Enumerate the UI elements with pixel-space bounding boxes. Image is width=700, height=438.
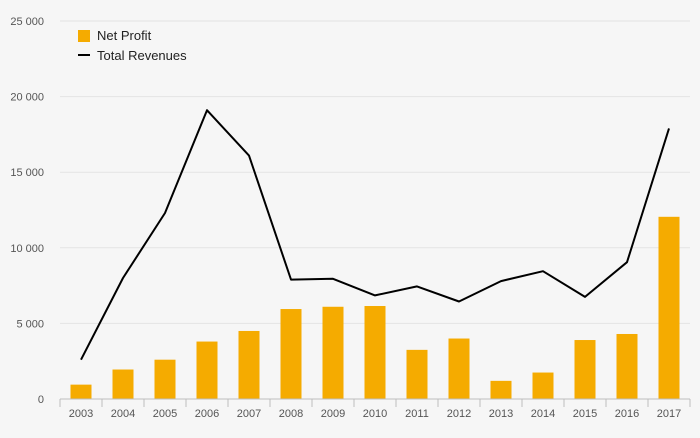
y-tick-label: 15 000 [10,167,44,179]
bar-net-profit [448,338,470,399]
x-tick-label: 2008 [279,408,303,420]
x-tick-label: 2016 [615,408,639,420]
legend-swatch-net-profit [78,30,90,42]
x-axis-ticks: 2003 2004 2005 2006 2007 2008 2009 2010 2011 2012… [69,408,681,420]
bar-net-profit [364,306,386,399]
line-series [80,109,670,361]
y-tick-label: 20 000 [10,92,44,104]
x-tick-label: 2003 [69,408,93,420]
x-tick-label: 2015 [573,408,597,420]
x-tick-label: 2004 [111,408,135,420]
x-tick-label: 2017 [657,408,681,420]
x-tick-label: 2005 [153,408,177,420]
x-axis [59,398,691,407]
bar-net-profit [490,380,512,399]
bar-net-profit [196,341,218,399]
line-total-revenues [80,109,670,361]
bar-net-profit [322,306,344,399]
x-tick-label: 2011 [405,408,429,420]
legend-label-net-profit: Net Profit [97,28,152,43]
bar-net-profit [532,372,554,399]
legend: Net Profit Total Revenues [78,28,187,63]
y-tick-label: 25 000 [10,16,44,28]
bar-net-profit [616,333,638,399]
bar-net-profit [154,359,176,399]
bar-net-profit [280,309,302,399]
bar-series [70,216,680,399]
x-tick-label: 2014 [531,408,555,420]
bar-net-profit [112,369,134,399]
x-tick-label: 2012 [447,408,471,420]
x-tick-label: 2010 [363,408,387,420]
y-axis-ticks: 0 5 000 10 000 15 000 20 000 25 000 [10,16,44,406]
legend-label-total-revenues: Total Revenues [97,48,187,63]
bar-net-profit [658,216,680,399]
x-tick-label: 2006 [195,408,219,420]
x-tick-label: 2013 [489,408,513,420]
y-tick-label: 0 [38,394,44,406]
gridlines [60,20,690,324]
x-tick-label: 2007 [237,408,261,420]
bar-net-profit [574,340,596,399]
y-tick-label: 5 000 [16,318,44,330]
bar-net-profit [70,384,92,399]
y-tick-label: 10 000 [10,243,44,255]
bar-net-profit [406,349,428,399]
bar-net-profit [238,330,260,399]
x-tick-label: 2009 [321,408,345,420]
